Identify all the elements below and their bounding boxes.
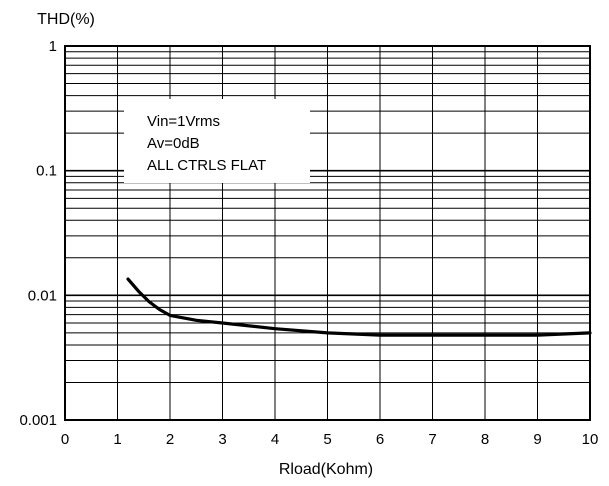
- x-tick-labels: 0 1 2 3 4 5 6 7 8 9 10: [61, 431, 599, 448]
- plot-frame: [64, 45, 591, 421]
- annotation-background: [124, 99, 310, 183]
- x-tick-label: 0: [61, 431, 69, 448]
- x-tick-label: 6: [376, 431, 384, 448]
- x-tick-label: 5: [323, 431, 331, 448]
- annotation-line-2: Av=0dB: [147, 135, 200, 152]
- annotation-box: Vin=1Vrms Av=0dB ALL CTRLS FLAT: [124, 99, 310, 183]
- series-line-0: [126, 277, 592, 337]
- y-tick-label: 0.1: [36, 163, 57, 180]
- annotation-line-1: Vin=1Vrms: [147, 113, 220, 130]
- series-layer: [126, 277, 592, 337]
- y-tick-label: 0.01: [28, 287, 57, 304]
- x-tick-label: 4: [271, 431, 279, 448]
- x-tick-label: 3: [218, 431, 226, 448]
- x-tick-label: 10: [582, 431, 599, 448]
- y-axis-title: THD(%): [37, 11, 95, 28]
- x-tick-label: 8: [481, 431, 489, 448]
- x-axis-title: Rload(Kohm): [279, 461, 373, 478]
- x-tick-label: 7: [428, 431, 436, 448]
- y-tick-label: 1: [49, 38, 57, 55]
- x-tick-label: 9: [533, 431, 541, 448]
- y-tick-labels: 1 0.1 0.01 0.001: [19, 38, 57, 429]
- annotation-line-3: ALL CTRLS FLAT: [147, 157, 266, 174]
- x-tick-label: 2: [166, 431, 174, 448]
- x-tick-label: 1: [113, 431, 121, 448]
- y-tick-label: 0.001: [19, 412, 57, 429]
